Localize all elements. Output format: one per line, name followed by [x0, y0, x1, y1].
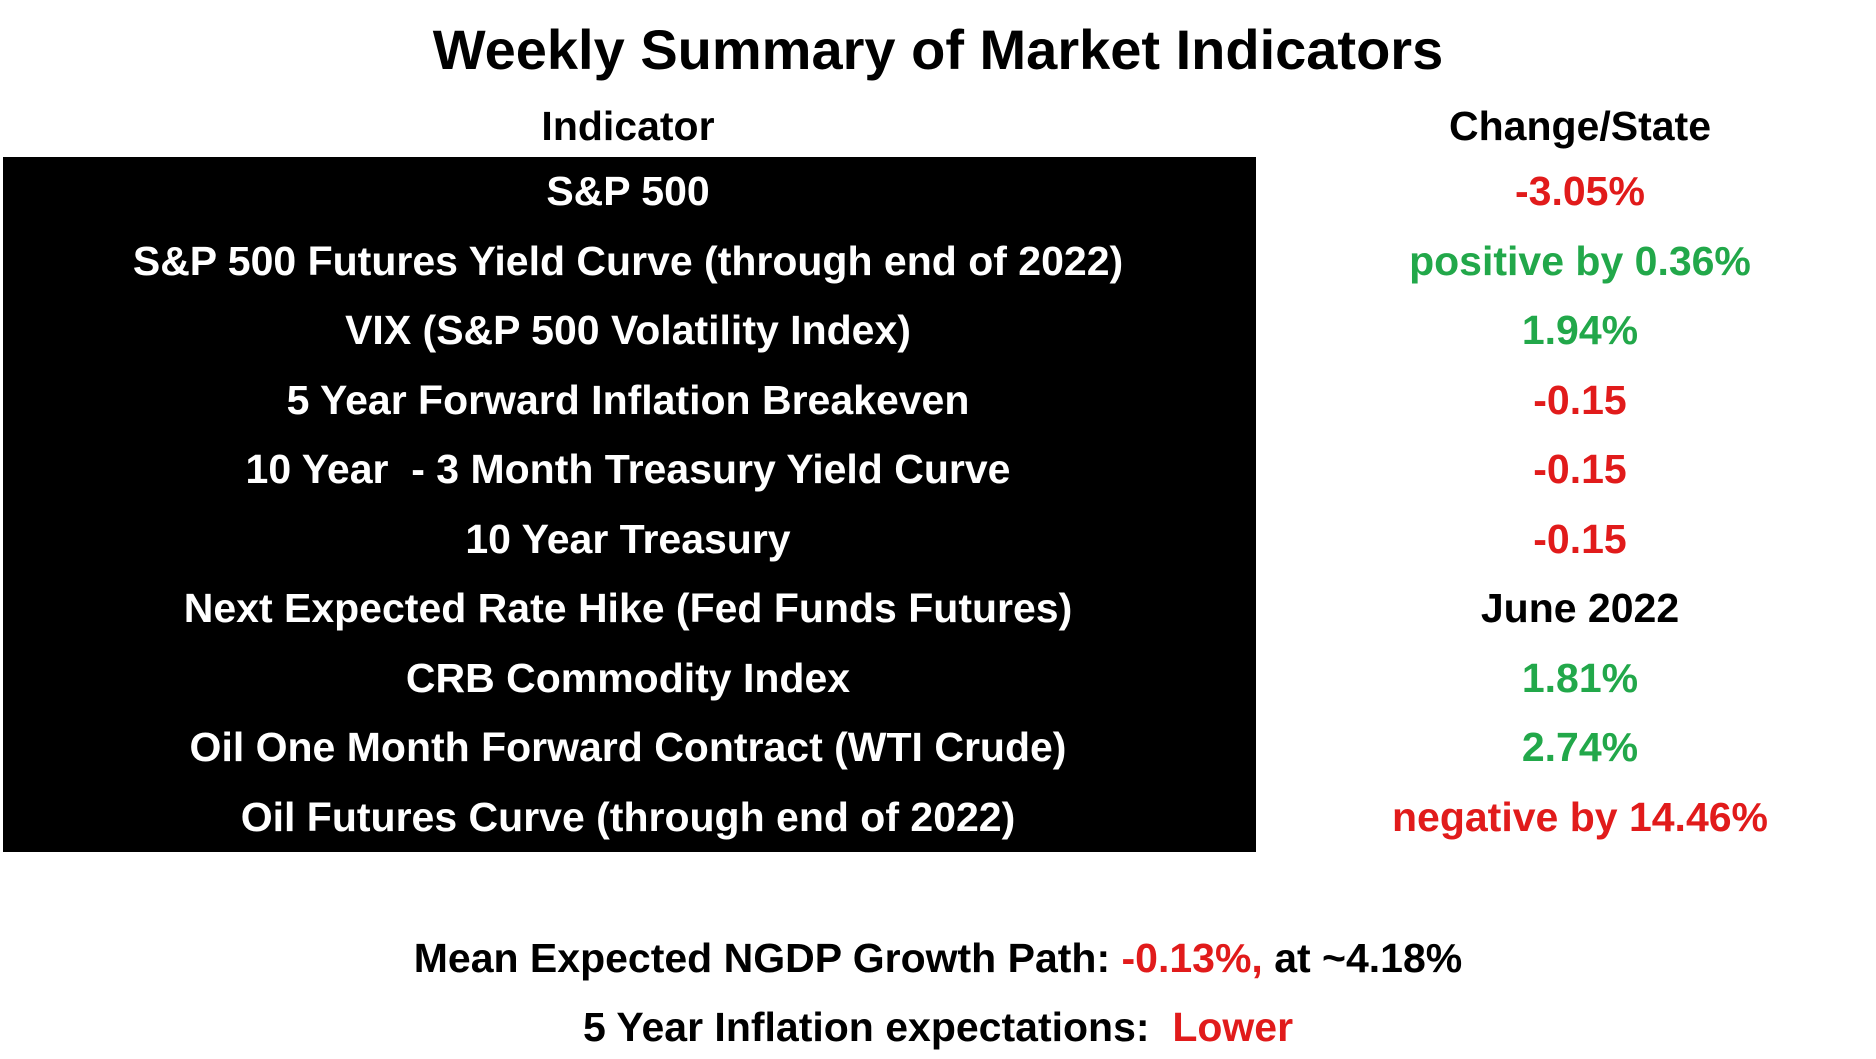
indicator-value: negative by 14.46%	[1391, 793, 1769, 840]
table-row: 5 Year Forward Inflation Breakeven -0.15	[0, 366, 1876, 436]
ngdp-change: -0.13%,	[1121, 935, 1263, 981]
ngdp-label: Mean Expected NGDP Growth Path:	[413, 935, 1122, 981]
indicator-panel	[3, 157, 1256, 852]
ngdp-summary: Mean Expected NGDP Growth Path: -0.13%, …	[0, 926, 1876, 990]
indicator-value: -0.15	[1533, 446, 1627, 492]
table-row: 10 Year - 3 Month Treasury Yield Curve -…	[0, 435, 1876, 505]
indicator-name: CRB Commodity Index	[405, 654, 851, 701]
indicator-name: VIX (S&P 500 Volatility Index)	[345, 307, 911, 353]
indicator-column-header: Indicator	[541, 103, 715, 149]
table-row: S&P 500 -3.05%	[0, 157, 1876, 227]
indicator-value: -0.15	[1533, 515, 1627, 562]
ngdp-level: at ~4.18%	[1262, 935, 1463, 981]
indicator-value: positive by 0.36%	[1409, 237, 1751, 284]
inflation-state: Lower	[1172, 1004, 1294, 1050]
indicator-name: 5 Year Forward Inflation Breakeven	[286, 376, 970, 423]
table-row: S&P 500 Futures Yield Curve (through end…	[0, 227, 1876, 297]
inflation-label: 5 Year Inflation expectations:	[582, 1004, 1173, 1050]
table-row: Oil One Month Forward Contract (WTI Crud…	[0, 713, 1876, 783]
indicator-name: Next Expected Rate Hike (Fed Funds Futur…	[183, 585, 1073, 631]
table-row: Oil Futures Curve (through end of 2022) …	[0, 783, 1876, 853]
indicator-name: 10 Year - 3 Month Treasury Yield Curve	[245, 446, 1011, 492]
indicator-name: Oil One Month Forward Contract (WTI Crud…	[189, 724, 1067, 770]
indicator-value: 2.74%	[1521, 724, 1639, 770]
change-state-column-header: Change/State	[1449, 103, 1711, 149]
table-row: Next Expected Rate Hike (Fed Funds Futur…	[0, 574, 1876, 644]
table-row: VIX (S&P 500 Volatility Index) 1.94%	[0, 296, 1876, 366]
indicator-name: Oil Futures Curve (through end of 2022)	[240, 793, 1016, 840]
indicator-name: S&P 500 Futures Yield Curve (through end…	[132, 237, 1124, 284]
page-title: Weekly Summary of Market Indicators	[432, 18, 1444, 81]
indicator-value: -3.05%	[1515, 168, 1645, 214]
indicator-value: 1.94%	[1521, 307, 1639, 353]
indicator-name: S&P 500	[546, 168, 710, 214]
inflation-summary: 5 Year Inflation expectations: Lower	[0, 995, 1876, 1059]
indicator-value: 1.81%	[1521, 654, 1639, 701]
indicator-value: -0.15	[1533, 376, 1627, 423]
table-row: CRB Commodity Index 1.81%	[0, 644, 1876, 714]
indicator-name: 10 Year Treasury	[465, 515, 791, 562]
table-row: 10 Year Treasury -0.15	[0, 505, 1876, 575]
indicator-value: June 2022	[1480, 585, 1680, 631]
